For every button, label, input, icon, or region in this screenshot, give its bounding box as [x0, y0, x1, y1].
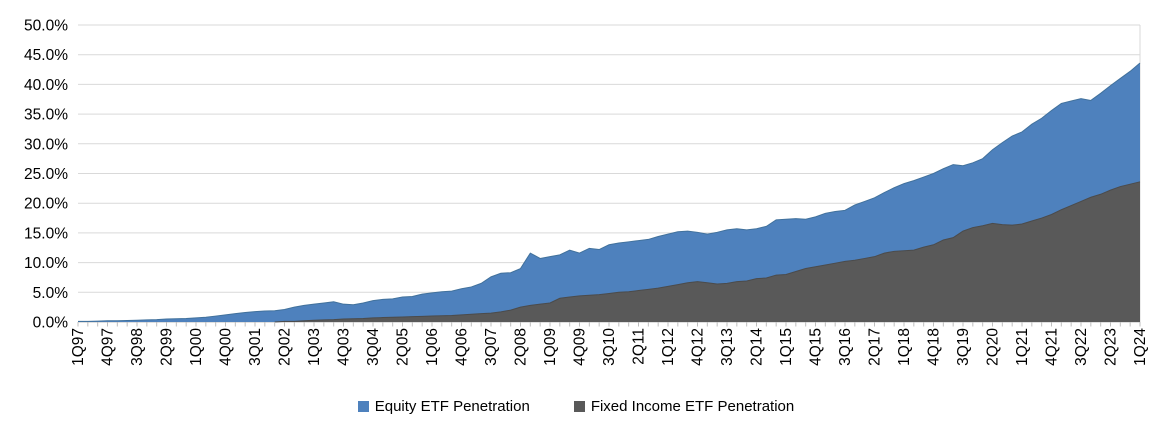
legend-swatch-fixed-income	[573, 401, 585, 412]
x-axis-tick-label: 1Q24	[1132, 328, 1149, 366]
y-axis-tick-label: 50.0%	[24, 18, 68, 35]
y-axis-tick-label: 5.0%	[33, 285, 69, 302]
x-axis-tick-label: 1Q12	[660, 328, 677, 366]
y-axis-tick-label: 35.0%	[24, 107, 68, 124]
y-axis-tick-label: 45.0%	[24, 47, 68, 64]
x-axis-tick-label: 3Q98	[129, 328, 146, 366]
y-axis-tick-label: 30.0%	[24, 136, 68, 153]
x-axis-tick-label: 1Q00	[188, 328, 205, 366]
x-axis-tick-label: 3Q22	[1073, 328, 1090, 366]
x-axis-tick-label: 4Q00	[218, 328, 235, 366]
x-axis-tick-label: 3Q10	[601, 328, 618, 366]
x-axis-tick-label: 4Q18	[926, 328, 943, 366]
x-axis-tick-label: 3Q16	[837, 328, 854, 366]
x-axis-tick-label: 4Q12	[690, 328, 707, 366]
x-axis-tick-label: 1Q21	[1014, 328, 1031, 366]
x-axis-tick-label: 3Q01	[247, 328, 264, 366]
y-axis-tick-label: 20.0%	[24, 196, 68, 213]
x-axis-tick-label: 1Q18	[896, 328, 913, 366]
x-axis-tick-label: 2Q02	[277, 328, 294, 366]
x-axis-tick-label: 2Q20	[985, 328, 1002, 366]
x-axis-tick-label: 2Q11	[631, 328, 648, 365]
area-edge-equity	[78, 62, 1141, 322]
x-axis-tick-label: 4Q15	[808, 328, 825, 366]
area-fixed-income	[274, 181, 1141, 322]
y-axis-tick-label: 40.0%	[24, 77, 68, 94]
y-axis-tick-label: 15.0%	[24, 225, 68, 242]
x-axis-tick-label: 2Q08	[513, 328, 530, 366]
x-axis-tick-label: 4Q97	[100, 328, 117, 366]
x-axis-tick-label: 1Q15	[778, 328, 795, 366]
x-axis-tick-label: 3Q04	[365, 328, 382, 366]
x-axis-tick-label: 2Q05	[395, 328, 412, 366]
legend-swatch-equity	[357, 401, 369, 412]
x-axis-tick-label: 3Q13	[719, 328, 736, 366]
legend-label-equity: Equity ETF Penetration	[374, 398, 530, 415]
legend-item-fixed-income: Fixed Income ETF Penetration	[573, 398, 795, 415]
x-axis-tick-label: 3Q07	[483, 328, 500, 366]
x-axis-tick-label: 1Q06	[424, 328, 441, 366]
x-axis-tick-label: 1Q97	[70, 328, 87, 366]
legend-label-fixed-income: Fixed Income ETF Penetration	[590, 398, 795, 415]
y-axis-tick-label: 0.0%	[33, 315, 69, 332]
x-axis-tick-label: 4Q03	[336, 328, 353, 366]
area-edge-fixed-income	[274, 181, 1141, 323]
legend-item-equity: Equity ETF Penetration	[357, 398, 530, 415]
x-axis-tick-label: 4Q21	[1044, 328, 1061, 366]
x-axis-tick-label: 3Q19	[955, 328, 972, 366]
y-axis-tick-label: 25.0%	[24, 166, 68, 183]
x-axis-tick-label: 2Q23	[1103, 328, 1120, 366]
x-axis-tick-label: 2Q14	[749, 328, 766, 366]
x-axis-tick-label: 1Q09	[542, 328, 559, 366]
x-axis-tick-label: 4Q09	[572, 328, 589, 366]
y-axis-tick-label: 10.0%	[24, 255, 68, 272]
chart-legend: Equity ETF Penetration Fixed Income ETF …	[0, 398, 1152, 415]
x-axis-tick-label: 2Q99	[159, 328, 176, 366]
x-axis-tick-label: 4Q06	[454, 328, 471, 366]
x-axis-tick-label: 1Q03	[306, 328, 323, 366]
x-axis-tick-label: 2Q17	[867, 328, 884, 366]
